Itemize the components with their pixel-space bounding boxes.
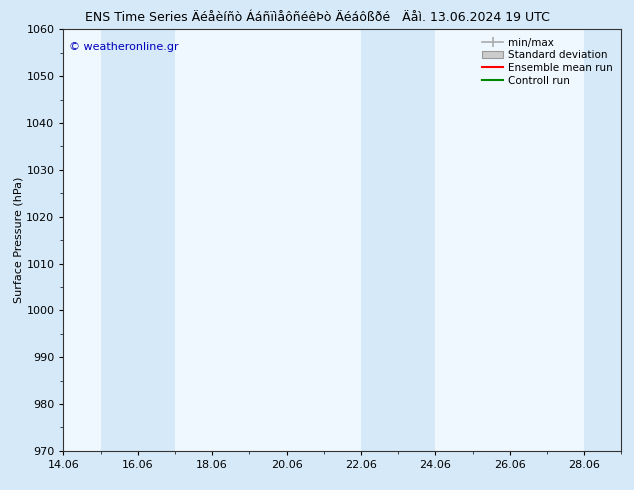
Text: ENS Time Series Äéåèíñò ÁáñïìåôñéêÞò Äéáôßðé   Äåì. 13.06.2024 19 UTC: ENS Time Series Äéåèíñò ÁáñïìåôñéêÞò Äéá… — [84, 11, 550, 24]
Legend: min/max, Standard deviation, Ensemble mean run, Controll run: min/max, Standard deviation, Ensemble me… — [479, 35, 616, 89]
Y-axis label: Surface Pressure (hPa): Surface Pressure (hPa) — [13, 177, 23, 303]
Text: © weatheronline.gr: © weatheronline.gr — [69, 42, 179, 52]
Bar — [584, 29, 634, 451]
Bar — [361, 29, 436, 451]
Bar — [101, 29, 175, 451]
